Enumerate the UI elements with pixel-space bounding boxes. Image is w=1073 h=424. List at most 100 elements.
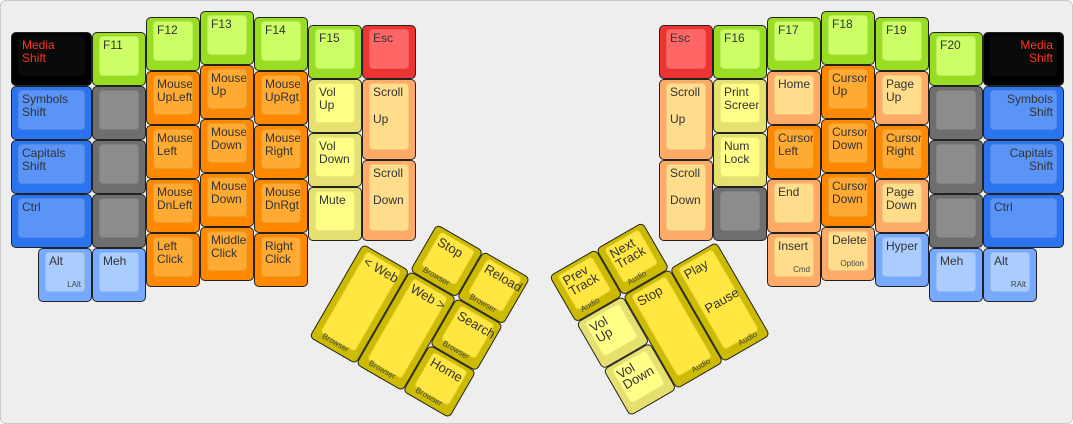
key-legend: Mouse Right bbox=[265, 132, 300, 158]
legend-line: Mouse bbox=[211, 179, 247, 193]
key-print-screen[interactable]: Print Screen bbox=[713, 79, 767, 133]
key-page-up[interactable]: Page Up bbox=[875, 71, 929, 125]
key-insert[interactable]: Insert Cmd bbox=[767, 233, 821, 287]
legend-line: Down bbox=[319, 152, 350, 166]
key-mouse-uprgt[interactable]: Mouse UpRgt bbox=[254, 71, 308, 125]
key-legend: Meh bbox=[103, 255, 135, 268]
key-home[interactable]: Home bbox=[767, 71, 821, 125]
legend-sub: LAlt bbox=[67, 280, 81, 289]
key-mute[interactable]: Mute bbox=[308, 187, 362, 241]
keycap: Esc bbox=[666, 29, 706, 69]
key-blank[interactable] bbox=[92, 140, 146, 194]
key-mouse-dnrgt[interactable]: Mouse DnRgt bbox=[254, 179, 308, 233]
keycap: Scroll Up bbox=[666, 83, 706, 150]
key-ctrl[interactable]: Ctrl bbox=[983, 194, 1064, 248]
key-alt[interactable]: Alt LAlt bbox=[38, 248, 92, 302]
legend-line: Down bbox=[832, 138, 863, 152]
key-blank[interactable] bbox=[92, 194, 146, 248]
key-cursor-up[interactable]: Cursor Up bbox=[821, 65, 875, 119]
key-meh[interactable]: Meh bbox=[929, 248, 983, 302]
key-mouse-down[interactable]: Mouse Down bbox=[200, 119, 254, 173]
key-vol-down[interactable]: Vol Down bbox=[308, 133, 362, 187]
key-capitals-shift[interactable]: Capitals Shift bbox=[983, 140, 1064, 194]
key-f15[interactable]: F15 bbox=[308, 25, 362, 79]
key-symbols-shift[interactable]: Symbols Shift bbox=[983, 86, 1064, 140]
key-legend: Mouse DnLeft bbox=[157, 186, 192, 212]
keycap: Media Shift bbox=[990, 36, 1057, 76]
key-f19[interactable]: F19 bbox=[875, 17, 929, 71]
keycap: Left Click bbox=[153, 237, 193, 277]
key-blank[interactable] bbox=[713, 187, 767, 241]
key-ctrl[interactable]: Ctrl bbox=[11, 194, 92, 248]
key-capitals-shift[interactable]: Capitals Shift bbox=[11, 140, 92, 194]
key-legend: Cursor Right bbox=[886, 132, 921, 158]
legend-line: Shift bbox=[22, 105, 47, 119]
legend-line: F20 bbox=[940, 38, 961, 52]
key-f14[interactable]: F14 bbox=[254, 17, 308, 71]
key-f11[interactable]: F11 bbox=[92, 32, 146, 86]
key-blank[interactable] bbox=[929, 194, 983, 248]
key-legend: Print Screen bbox=[724, 86, 759, 112]
legend-center: Pause bbox=[702, 284, 742, 317]
key-mouse-right[interactable]: Mouse Right bbox=[254, 125, 308, 179]
legend-line: Up bbox=[886, 90, 902, 104]
key-scroll-up[interactable]: Scroll Up bbox=[659, 79, 713, 160]
legend-line: Shift bbox=[1028, 105, 1053, 119]
key-delete[interactable]: Delete Option bbox=[821, 227, 875, 281]
key-scroll-up[interactable]: Scroll Up bbox=[362, 79, 416, 160]
legend-line: Ctrl bbox=[994, 200, 1013, 214]
key-media-shift[interactable]: Media Shift bbox=[983, 32, 1064, 86]
legend-line: Home bbox=[778, 77, 811, 91]
key-legend: Capitals Shift bbox=[22, 147, 81, 173]
key-legend: F19 bbox=[886, 24, 918, 37]
key-f17[interactable]: F17 bbox=[767, 17, 821, 71]
key-legend: Alt bbox=[994, 255, 1026, 268]
key-mouse-dnleft[interactable]: Mouse DnLeft bbox=[146, 179, 200, 233]
key-middle-click[interactable]: Middle Click bbox=[200, 227, 254, 281]
legend-line: Num bbox=[724, 139, 750, 153]
key-scroll-down[interactable]: Scroll Down bbox=[362, 160, 416, 241]
key-mouse-down[interactable]: Mouse Down bbox=[200, 173, 254, 227]
key-symbols-shift[interactable]: Symbols Shift bbox=[11, 86, 92, 140]
key-mouse-left[interactable]: Mouse Left bbox=[146, 125, 200, 179]
key-f12[interactable]: F12 bbox=[146, 17, 200, 71]
keycap: Scroll Down bbox=[369, 164, 409, 231]
key-blank[interactable] bbox=[929, 140, 983, 194]
key-mouse-upleft[interactable]: Mouse UpLeft bbox=[146, 71, 200, 125]
legend-line: Left bbox=[778, 144, 799, 158]
key-cursor-right[interactable]: Cursor Right bbox=[875, 125, 929, 179]
legend-line: Mute bbox=[319, 193, 346, 207]
keycap: Prev Track Audio bbox=[557, 255, 612, 314]
key-cursor-left[interactable]: Cursor Left bbox=[767, 125, 821, 179]
key-left-click[interactable]: Left Click bbox=[146, 233, 200, 287]
key-cursor-down[interactable]: Cursor Down bbox=[821, 119, 875, 173]
keycap: Mouse Down bbox=[207, 177, 247, 217]
keycap: F17 bbox=[774, 21, 814, 61]
legend-line: Shift bbox=[22, 159, 47, 173]
key-f20[interactable]: F20 bbox=[929, 32, 983, 86]
key-page-down[interactable]: Page Down bbox=[875, 179, 929, 233]
keycap: Print Screen bbox=[720, 83, 760, 123]
key-f18[interactable]: F18 bbox=[821, 11, 875, 65]
key-esc[interactable]: Esc bbox=[659, 25, 713, 79]
key-blank[interactable] bbox=[92, 86, 146, 140]
key-hyper[interactable]: Hyper bbox=[875, 233, 929, 287]
key-end[interactable]: End bbox=[767, 179, 821, 233]
key-legend: Mouse Up bbox=[211, 72, 246, 98]
key-meh[interactable]: Meh bbox=[92, 248, 146, 302]
key-blank[interactable] bbox=[929, 86, 983, 140]
key-mouse-up[interactable]: Mouse Up bbox=[200, 65, 254, 119]
keycap: F16 bbox=[720, 29, 760, 69]
key-scroll-down[interactable]: Scroll Down bbox=[659, 160, 713, 241]
key-f16[interactable]: F16 bbox=[713, 25, 767, 79]
key-esc[interactable]: Esc bbox=[362, 25, 416, 79]
key-alt[interactable]: Alt RAlt bbox=[983, 248, 1037, 302]
key-right-click[interactable]: Right Click bbox=[254, 233, 308, 287]
key-f13[interactable]: F13 bbox=[200, 11, 254, 65]
legend-line: Page bbox=[886, 77, 915, 91]
key-media-shift[interactable]: Media Shift bbox=[11, 32, 92, 86]
key-vol-up[interactable]: Vol Up bbox=[308, 79, 362, 133]
key-num-lock[interactable]: Num Lock bbox=[713, 133, 767, 187]
key-cursor-down[interactable]: Cursor Down bbox=[821, 173, 875, 227]
legend-line: Cursor bbox=[832, 179, 868, 193]
